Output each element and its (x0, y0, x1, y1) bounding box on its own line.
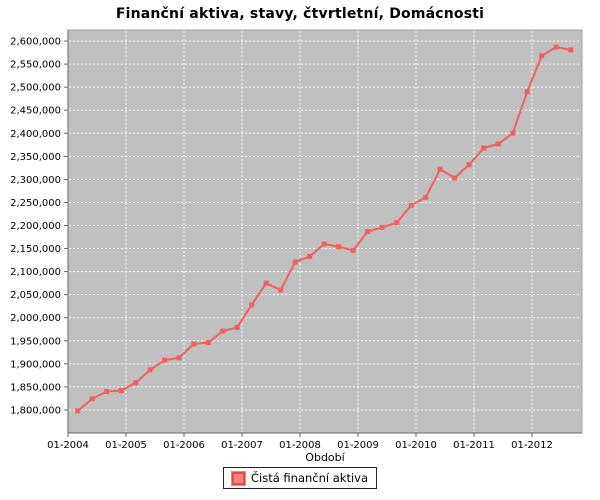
data-point (278, 287, 284, 293)
legend-series-label: Čistá finanční aktiva (250, 471, 369, 485)
data-point (481, 145, 487, 151)
data-point (234, 324, 240, 330)
data-point (162, 357, 168, 363)
y-axis-tick-label: 2,300,000 (10, 175, 61, 186)
y-axis-tick-label: 2,150,000 (10, 244, 61, 255)
y-axis-tick-label: 2,100,000 (10, 267, 61, 278)
y-axis-tick-label: 2,000,000 (10, 313, 61, 324)
data-point (220, 328, 226, 334)
data-point (568, 47, 574, 53)
data-point (321, 241, 327, 247)
y-axis-tick-label: 1,900,000 (10, 359, 61, 370)
data-point (104, 389, 110, 395)
x-axis-tick-label: 01-2010 (395, 440, 437, 451)
y-axis-tick-label: 2,400,000 (10, 129, 61, 140)
y-axis-tick-label: 2,250,000 (10, 198, 61, 209)
data-point (336, 244, 342, 250)
data-point (466, 162, 472, 168)
data-point (205, 340, 211, 346)
data-point (75, 408, 81, 414)
legend-series-swatch-icon (231, 471, 245, 485)
y-axis-tick-label: 2,600,000 (10, 37, 61, 48)
x-axis-tick-label: 01-2004 (47, 440, 89, 451)
x-axis-tick-label: 01-2007 (221, 440, 263, 451)
y-axis-tick-label: 1,800,000 (10, 405, 61, 416)
x-axis-title: Období (305, 451, 345, 464)
data-point (307, 253, 313, 259)
data-point (147, 367, 153, 373)
y-axis-tick-label: 2,200,000 (10, 221, 61, 232)
data-point (176, 355, 182, 361)
data-point (365, 229, 371, 234)
x-axis-tick-label: 01-2009 (337, 440, 379, 451)
data-point (553, 44, 559, 50)
chart-title: Finanční aktiva, stavy, čtvrtletní, Domá… (115, 6, 485, 22)
data-point (379, 224, 385, 230)
data-point (408, 202, 414, 208)
y-axis-tick-label: 1,850,000 (10, 382, 61, 393)
y-axis-tick-label: 2,350,000 (10, 152, 61, 163)
data-point (452, 175, 458, 181)
plot-area[interactable] (67, 29, 583, 434)
x-axis-tick-label: 01-2005 (105, 440, 147, 451)
data-point (263, 280, 269, 286)
data-point (437, 166, 443, 172)
y-axis-tick-label: 2,500,000 (10, 83, 61, 94)
y-axis-tick-label: 2,050,000 (10, 290, 61, 301)
y-axis-tick-label: 2,550,000 (10, 60, 61, 71)
y-axis-tick-label: 2,450,000 (10, 106, 61, 117)
x-axis-tick-label: 01-2011 (453, 440, 495, 451)
data-point (423, 194, 429, 200)
data-point (350, 247, 356, 253)
y-axis-tick-label: 1,950,000 (10, 336, 61, 347)
x-axis-tick-label: 01-2006 (163, 440, 205, 451)
data-point (118, 388, 124, 394)
x-axis-tick-label: 01-2012 (511, 440, 553, 451)
data-point (524, 89, 530, 95)
legend: Čistá finanční aktiva (222, 467, 378, 489)
data-point (133, 380, 139, 386)
data-point (249, 302, 255, 308)
data-point (495, 141, 501, 147)
data-point (539, 53, 545, 59)
data-point (510, 130, 516, 136)
data-point (292, 259, 298, 265)
data-point (191, 341, 197, 347)
x-axis-tick-label: 01-2008 (279, 440, 321, 451)
data-point (89, 396, 95, 402)
data-point (394, 220, 400, 226)
